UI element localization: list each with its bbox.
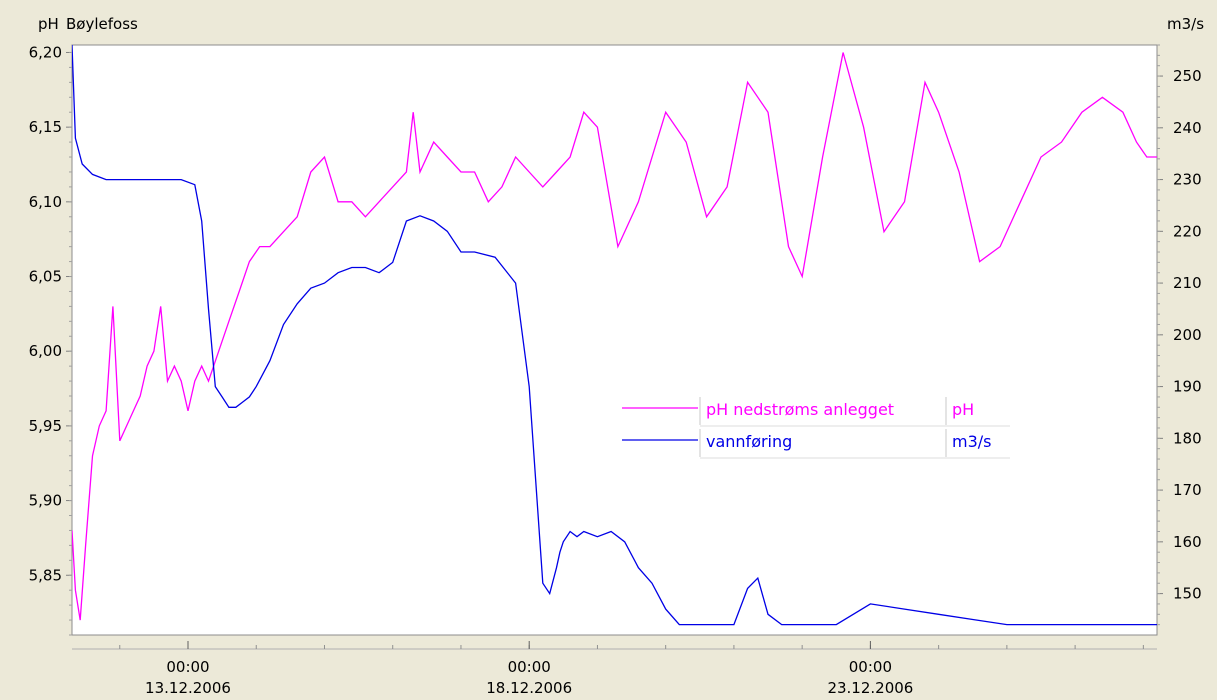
right-axis-unit: m3/s (1167, 15, 1205, 33)
ph-series-line (72, 52, 1157, 621)
right-tick-label: 190 (1173, 378, 1202, 396)
right-tick-label: 170 (1173, 481, 1202, 499)
left-axis: 6,20 6,15 6,10 6,05 6,00 5,95 5,90 5,85 (29, 43, 72, 636)
right-tick-label: 240 (1173, 119, 1202, 137)
left-tick-label: 5,95 (29, 417, 62, 435)
legend[interactable]: pH nedstrøms anlegget pH vannføring m3/s (620, 395, 1010, 459)
right-tick-label: 180 (1173, 429, 1202, 447)
plot-area (71, 44, 1158, 636)
left-tick-label: 6,15 (29, 118, 62, 136)
time-tick-date: 18.12.2006 (486, 679, 572, 697)
right-tick-label: 210 (1173, 274, 1202, 292)
right-axis: 250 240 230 220 210 200 190 180 170 160 150 (1157, 44, 1202, 626)
left-tick-label: 6,10 (29, 193, 62, 211)
legend-row (620, 395, 1010, 425)
flow-series-line (72, 45, 1157, 626)
right-tick-label: 200 (1173, 326, 1202, 344)
time-tick-time: 00:00 (508, 658, 551, 676)
legend-series-unit: pH (952, 400, 974, 419)
left-tick-label: 6,20 (29, 43, 62, 61)
legend-row (620, 427, 1010, 457)
left-tick-label: 5,90 (29, 492, 62, 510)
time-tick-time: 00:00 (166, 658, 209, 676)
station-title: Bøylefoss (66, 15, 138, 33)
right-tick-label: 230 (1173, 171, 1202, 189)
series-layer (72, 45, 1157, 626)
right-tick-label: 250 (1173, 67, 1202, 85)
right-tick-label: 150 (1173, 585, 1202, 603)
legend-series-name: pH nedstrøms anlegget (706, 400, 894, 419)
left-tick-label: 6,05 (29, 268, 62, 286)
time-axis: 00:00 13.12.2006 00:00 18.12.2006 00:00 23.12… (72, 641, 1157, 697)
time-tick-date: 13.12.2006 (145, 679, 231, 697)
legend-series-unit: m3/s (952, 432, 992, 451)
left-tick-label: 5,85 (29, 566, 62, 584)
time-tick-time: 00:00 (849, 658, 892, 676)
time-tick-date: 23.12.2006 (827, 679, 913, 697)
right-tick-label: 160 (1173, 533, 1202, 551)
left-tick-label: 6,00 (29, 342, 62, 360)
left-axis-unit: pH (38, 15, 59, 33)
legend-series-name: vannføring (706, 432, 792, 451)
right-tick-label: 220 (1173, 222, 1202, 240)
